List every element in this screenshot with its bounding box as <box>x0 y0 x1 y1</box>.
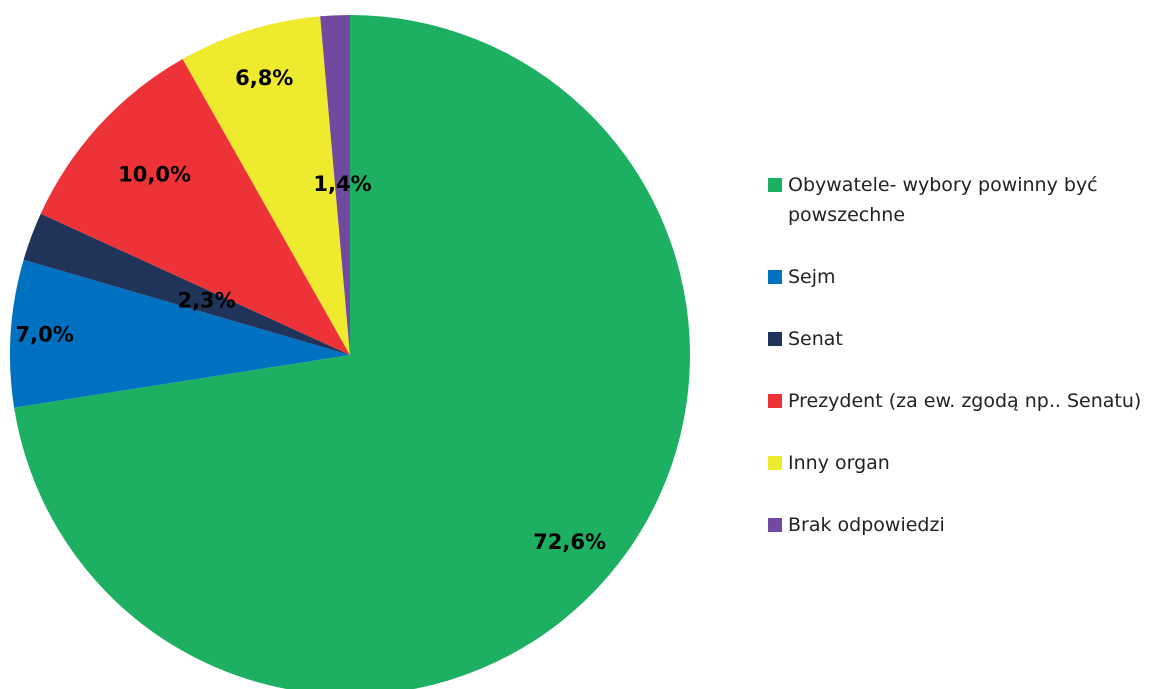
data-label: 6,8% <box>235 66 293 90</box>
data-label: 72,6% <box>533 530 606 554</box>
legend-item: Senat <box>768 324 1158 354</box>
pie-slice <box>10 259 351 408</box>
data-label: 1,4% <box>313 172 371 196</box>
pie-slice <box>40 59 350 356</box>
pie-slice <box>320 15 350 355</box>
legend-swatch <box>768 178 782 192</box>
legend-item: Inny organ <box>768 448 1158 478</box>
legend-swatch <box>768 456 782 470</box>
legend-label: Prezydent (za ew. zgodą np.. Senatu) <box>788 390 1142 412</box>
legend-label: Obywatele- wybory powinny być powszechne <box>788 174 1098 226</box>
legend-item: Obywatele- wybory powinny być powszechne <box>768 170 1158 230</box>
pie-slice <box>14 15 690 689</box>
data-label: 2,3% <box>177 289 235 313</box>
legend-swatch <box>768 332 782 346</box>
chart: 72,6% 7,0% 2,3% 10,0% 6,8% 1,4% <box>10 15 690 689</box>
legend-label: Sejm <box>788 266 836 288</box>
legend-swatch <box>768 394 782 408</box>
legend: Obywatele- wybory powinny być powszechne… <box>768 170 1158 540</box>
legend-item: Brak odpowiedzi <box>768 510 1158 540</box>
legend-label: Senat <box>788 328 843 350</box>
legend-swatch <box>768 518 782 532</box>
legend-item: Sejm <box>768 262 1158 292</box>
legend-label: Inny organ <box>788 452 890 474</box>
data-label: 7,0% <box>16 322 74 346</box>
pie-slice <box>182 16 350 355</box>
legend-label: Brak odpowiedzi <box>788 514 945 536</box>
data-label: 10,0% <box>118 163 191 187</box>
legend-swatch <box>768 270 782 284</box>
legend-item: Prezydent (za ew. zgodą np.. Senatu) <box>768 386 1158 416</box>
pie-slice <box>23 213 351 355</box>
